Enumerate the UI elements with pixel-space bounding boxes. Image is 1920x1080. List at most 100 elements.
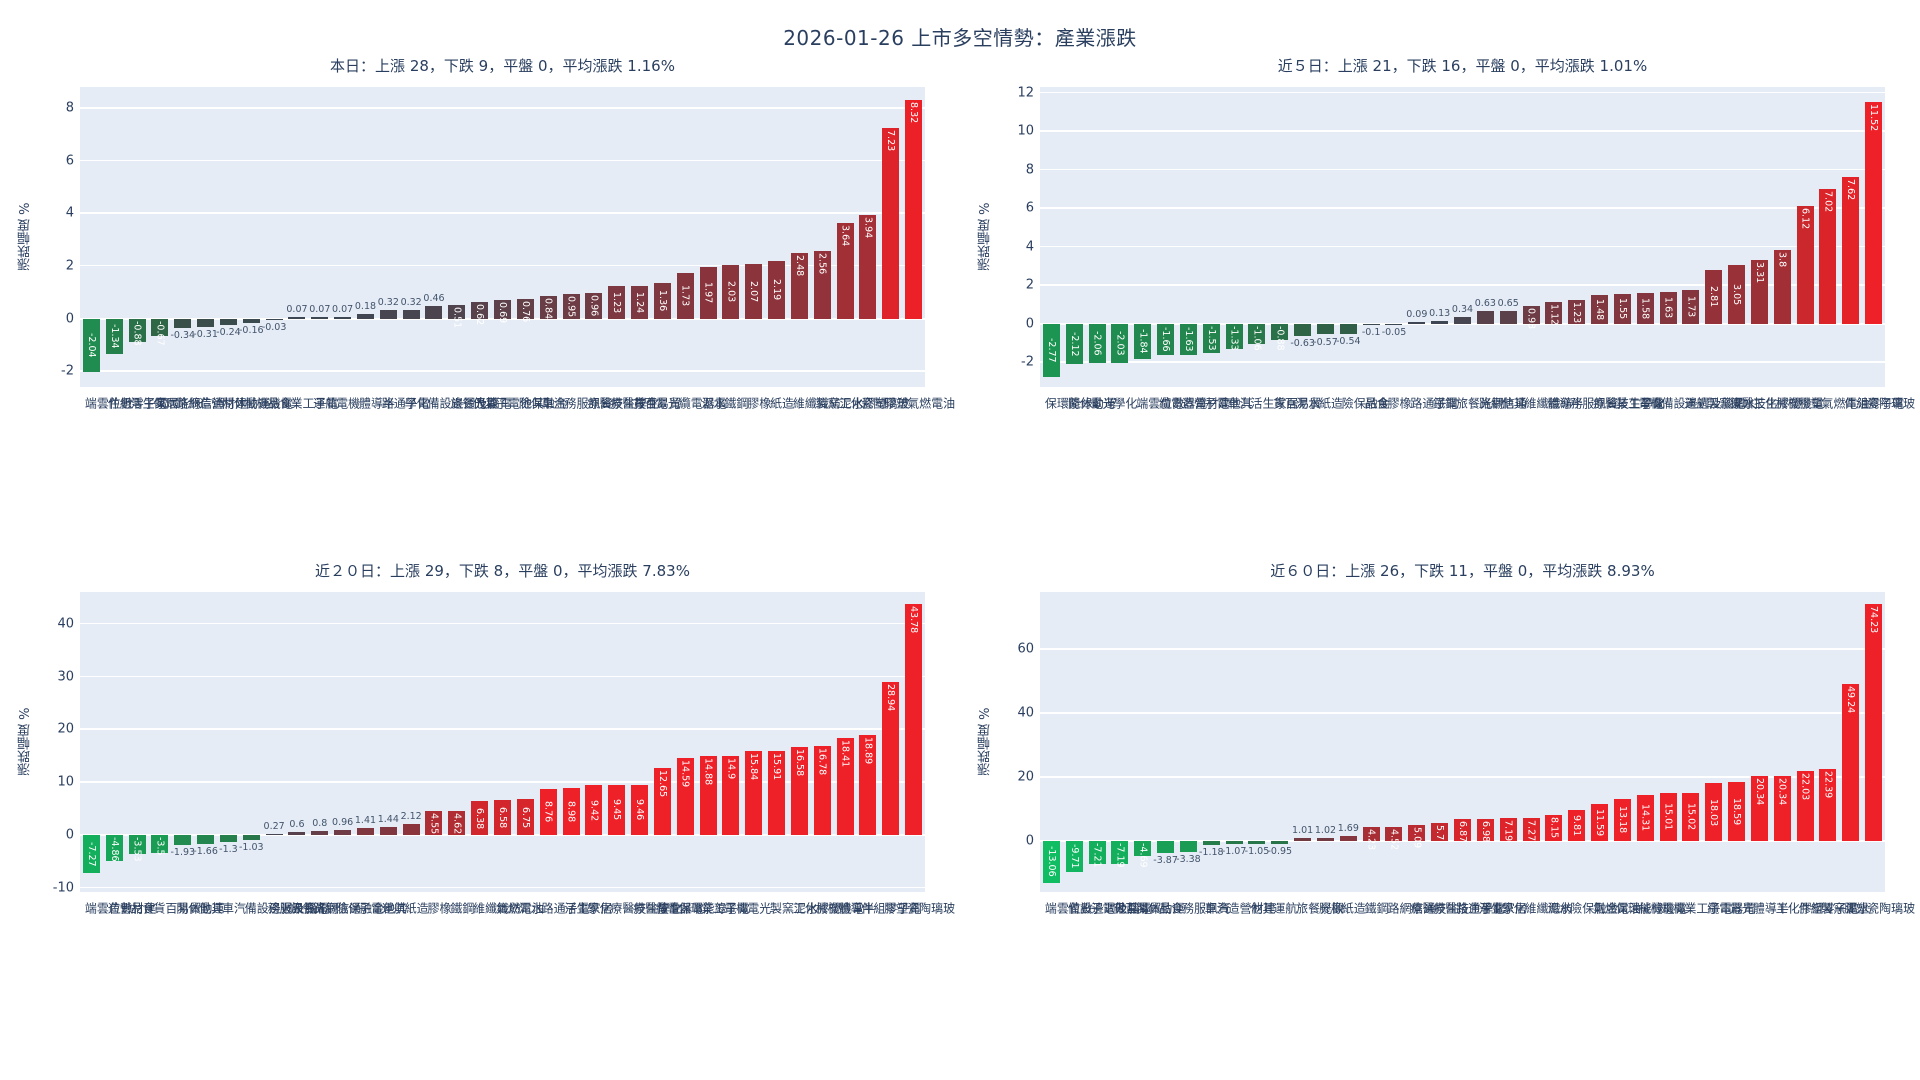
bar-汽車[interactable] [539, 296, 557, 319]
bar-居家生活[interactable] [128, 318, 146, 342]
bar-電器電纜[interactable] [653, 768, 671, 835]
bar-建材營造[interactable] [197, 318, 215, 327]
bar-電子零組件[interactable] [1796, 770, 1814, 841]
bar-油電燃氣[interactable] [494, 800, 511, 835]
bar-資訊服務[interactable] [265, 833, 283, 835]
bar-水泥窯製[interactable] [768, 750, 786, 835]
bar-機電[interactable] [1659, 793, 1677, 841]
bar-電腦及週邊設備[interactable] [425, 306, 443, 319]
bar-數位雲端[interactable] [82, 318, 100, 373]
bar-水泥[interactable] [1294, 323, 1312, 336]
bar-半導體[interactable] [836, 737, 854, 835]
bar-航運[interactable] [1682, 290, 1700, 324]
bar-電子通路[interactable] [1454, 819, 1471, 841]
bar-居家生活[interactable] [562, 787, 580, 835]
bar-運動休閒[interactable] [219, 318, 237, 325]
bar-其他[interactable] [1499, 311, 1517, 324]
bar-食品[interactable] [128, 834, 146, 854]
bar-橡膠[interactable] [1316, 837, 1334, 841]
bar-數位雲端[interactable] [82, 834, 100, 874]
bar-玻璃陶瓷[interactable] [1865, 102, 1883, 324]
bar-紡織纖維[interactable] [790, 253, 808, 319]
bar-電子通路[interactable] [1408, 321, 1426, 324]
bar-橡膠[interactable] [425, 810, 443, 835]
bar-貿易百貨[interactable] [151, 834, 169, 854]
bar-電腦及週邊設備[interactable] [1065, 840, 1083, 872]
bar-其他電子[interactable] [356, 827, 374, 835]
bar-半導體[interactable] [1545, 302, 1563, 324]
bar-通信網路[interactable] [1476, 311, 1494, 324]
bar-電機機械[interactable] [1636, 795, 1654, 841]
bar-金融保險[interactable] [334, 829, 352, 835]
bar-居家生活[interactable] [1248, 323, 1266, 344]
bar-玻璃陶瓷[interactable] [905, 603, 923, 835]
bar-電機機械[interactable] [1773, 250, 1791, 324]
bar-塑膠化工[interactable] [1773, 776, 1791, 841]
bar-觀光餐旅[interactable] [288, 831, 306, 835]
bar-鋼鐵[interactable] [1362, 827, 1380, 841]
bar-電子零組件[interactable] [105, 318, 123, 354]
bar-紡織纖維[interactable] [1522, 305, 1540, 324]
bar-半導體[interactable] [1750, 776, 1768, 841]
bar-貿易百貨[interactable] [631, 285, 649, 319]
bar-數位雲端[interactable] [1134, 323, 1152, 359]
bar-塑膠化工[interactable] [836, 222, 854, 319]
bar-數位雲端[interactable] [1042, 840, 1060, 883]
bar-電機機械[interactable] [813, 746, 831, 835]
bar-電子工業[interactable] [699, 756, 717, 835]
bar-水泥[interactable] [699, 266, 717, 319]
bar-其他[interactable] [197, 834, 215, 844]
bar-電機機械[interactable] [242, 318, 260, 323]
bar-水泥窯製[interactable] [1705, 269, 1723, 324]
bar-橡膠[interactable] [1385, 323, 1403, 325]
bar-居家生活[interactable] [1476, 818, 1494, 841]
bar-食品[interactable] [265, 318, 283, 320]
bar-光電[interactable] [1088, 323, 1106, 364]
bar-化學生技醫療[interactable] [1591, 295, 1609, 324]
bar-汽車[interactable] [219, 834, 237, 842]
bar-鋼鐵[interactable] [448, 810, 466, 835]
bar-光電[interactable] [653, 282, 671, 319]
bar-造紙[interactable] [1339, 835, 1357, 841]
bar-其他[interactable] [1248, 840, 1266, 845]
bar-紡織纖維[interactable] [1522, 817, 1540, 841]
bar-化學生技醫療[interactable] [1431, 822, 1449, 841]
bar-建材營造[interactable] [1179, 323, 1197, 355]
bar-觀光餐旅[interactable] [448, 305, 466, 319]
bar-資訊服務[interactable] [1568, 299, 1586, 324]
bar-綠能環保[interactable] [1613, 798, 1631, 841]
bar-電器電纜[interactable] [1705, 783, 1723, 841]
bar-建材營造[interactable] [1225, 840, 1243, 845]
bar-生技醫療[interactable] [631, 784, 649, 835]
bar-水泥[interactable] [516, 799, 534, 835]
bar-通信網路[interactable] [174, 318, 192, 328]
bar-電腦及週邊設備[interactable] [242, 834, 260, 841]
bar-塑膠化工[interactable] [1750, 259, 1768, 324]
bar-油電燃氣[interactable] [1819, 188, 1837, 324]
bar-水泥窯製[interactable] [1819, 769, 1837, 841]
bar-汽車[interactable] [1225, 323, 1243, 350]
bar-建材營造[interactable] [105, 834, 123, 861]
bar-觀光餐旅[interactable] [1294, 837, 1312, 841]
bar-電器電纜[interactable] [1157, 323, 1175, 356]
bar-其他電子[interactable] [494, 300, 511, 319]
bar-塑膠[interactable] [882, 128, 900, 319]
bar-機電[interactable] [334, 316, 352, 319]
bar-其他電子[interactable] [1088, 840, 1106, 864]
bar-光電[interactable] [1728, 781, 1746, 841]
bar-電腦及週邊設備[interactable] [1659, 292, 1677, 324]
bar-造紙[interactable] [402, 823, 420, 835]
bar-化學生技醫療[interactable] [585, 293, 603, 319]
bar-金融保險[interactable] [1568, 809, 1586, 841]
bar-電子工業[interactable] [1613, 293, 1631, 324]
bar-鋼鐵[interactable] [722, 265, 740, 319]
bar-綠能環保[interactable] [151, 318, 169, 337]
bar-化學生技醫療[interactable] [608, 785, 626, 835]
bar-造紙[interactable] [768, 260, 786, 319]
bar-電器電纜[interactable] [676, 273, 694, 319]
bar-綠能環保[interactable] [1042, 323, 1060, 377]
bar-汽車[interactable] [1202, 840, 1220, 845]
bar-其他[interactable] [471, 302, 489, 319]
bar-造紙[interactable] [1316, 323, 1334, 335]
bar-玻璃陶瓷[interactable] [859, 214, 877, 319]
